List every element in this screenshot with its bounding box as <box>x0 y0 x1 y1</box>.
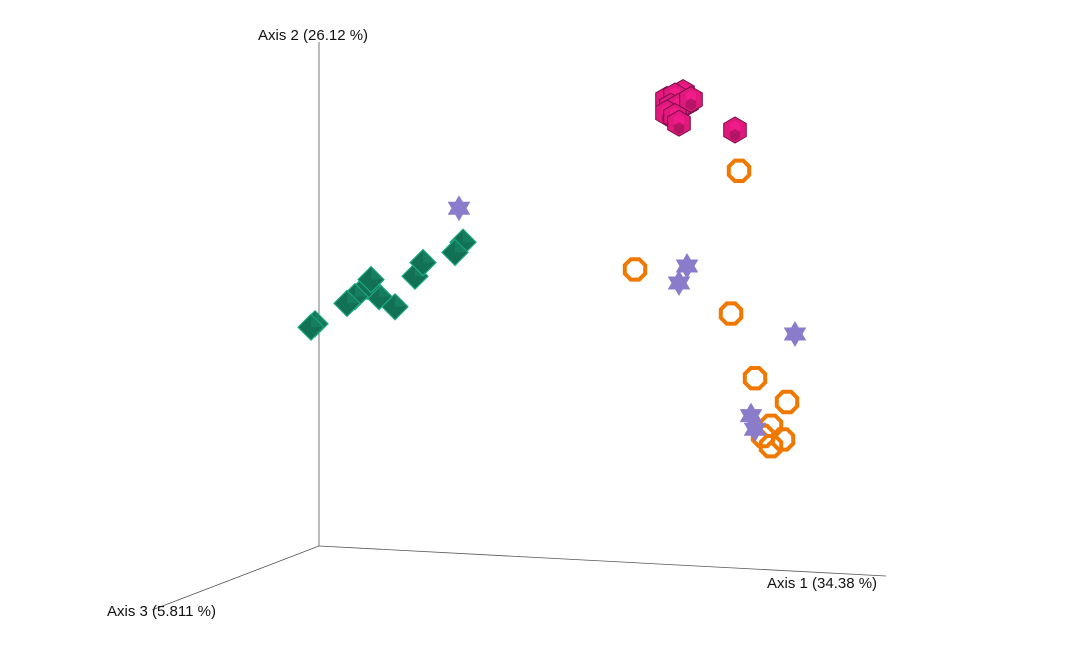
ring-point <box>726 158 752 183</box>
ring-point <box>622 257 648 282</box>
axis-3-line <box>151 545 320 611</box>
points-layer <box>297 79 807 459</box>
hexagon-solid-point <box>679 85 703 113</box>
ring-point <box>758 434 784 459</box>
star6-point <box>743 416 767 443</box>
axis-2-label: Axis 2 (26.12 %) <box>258 27 368 44</box>
star6-point <box>739 402 763 429</box>
star6-point <box>675 253 699 279</box>
ring-point <box>718 301 744 326</box>
star6-point <box>667 270 691 296</box>
diamond-point <box>441 238 469 267</box>
diamond-point <box>297 313 325 342</box>
ring-point <box>742 366 768 391</box>
axis-1-line <box>318 545 887 577</box>
ring-point <box>774 389 800 415</box>
hexagon-solid-point <box>667 109 691 137</box>
star6-point <box>783 321 807 347</box>
diamond-point <box>333 289 361 318</box>
axis-1-label: Axis 1 (34.38 %) <box>767 575 877 592</box>
hexagon-solid-point <box>723 116 747 144</box>
diamond-point <box>357 265 385 294</box>
axis-3-label: Axis 3 (5.811 %) <box>107 603 216 620</box>
diamond-point <box>409 248 437 277</box>
star6-point <box>447 195 471 222</box>
